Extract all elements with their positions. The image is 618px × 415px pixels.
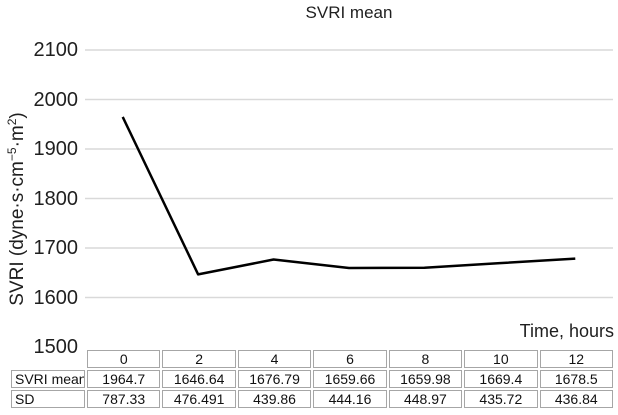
y-tick-label: 1800	[33, 187, 79, 210]
value-cell: 787.33	[87, 390, 161, 408]
time-header-cell: 10	[464, 350, 538, 368]
y-tick-label: 1600	[33, 286, 79, 309]
x-axis-label: Time, hours	[519, 321, 614, 341]
time-header-cell: 0	[87, 350, 161, 368]
time-header-cell: 6	[313, 350, 387, 368]
value-cell: 476.491	[162, 390, 236, 408]
y-tick-label: 1500	[33, 336, 79, 358]
y-tick-label: 2100	[33, 39, 79, 61]
y-tick-label: 1700	[33, 237, 79, 259]
time-header-cell: 2	[162, 350, 236, 368]
time-header-cell: 4	[237, 350, 312, 368]
table-row: SVRI mean 1964.7 1646.64 1676.79 1659.66 1659…	[11, 370, 613, 388]
time-header-cell: 12	[539, 350, 613, 368]
y-tick-label: 2000	[33, 88, 79, 111]
value-cell: 448.97	[388, 390, 463, 408]
table-header-row: 0 2 4 6 8 10 12	[11, 350, 613, 368]
value-cell: 1676.79	[237, 370, 312, 388]
table-row: SD 787.33 476.491 439.86 444.16 448.97 435.72 4…	[11, 390, 613, 408]
row-label: SD	[11, 390, 85, 408]
y-tick-label: 1900	[33, 138, 79, 160]
value-cell: 435.72	[464, 390, 538, 408]
value-cell: 1659.66	[313, 370, 387, 388]
row-label: SVRI mean	[11, 370, 85, 388]
value-cell: 1646.64	[162, 370, 236, 388]
data-table: 0 2 4 6 8 10 12 SVRI mean 1964.7 1646.64 1676.79 16…	[9, 348, 615, 410]
svri-mean-line	[121, 116, 576, 276]
value-cell: 1669.4	[464, 370, 538, 388]
value-cell: 1678.5	[539, 370, 613, 388]
time-header-cell: 8	[388, 350, 463, 368]
value-cell: 1659.98	[388, 370, 463, 388]
value-cell: 444.16	[313, 390, 387, 408]
corner-cell	[11, 350, 85, 368]
value-cell: 439.86	[237, 390, 312, 408]
value-cell: 436.84	[539, 390, 613, 408]
chart-title: SVRI mean	[305, 3, 393, 22]
value-cell: 1964.7	[87, 370, 161, 388]
